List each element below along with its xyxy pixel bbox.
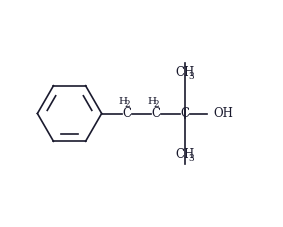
Text: H: H: [147, 97, 156, 106]
Text: OH: OH: [213, 107, 233, 120]
Text: C: C: [180, 107, 189, 120]
Text: CH: CH: [175, 66, 194, 79]
Text: 3: 3: [188, 153, 194, 163]
Text: C: C: [123, 107, 132, 120]
Text: H: H: [119, 97, 128, 106]
Text: 2: 2: [125, 100, 130, 109]
Text: 3: 3: [188, 72, 194, 81]
Text: 2: 2: [153, 100, 159, 109]
Text: C: C: [151, 107, 160, 120]
Text: CH: CH: [175, 148, 194, 161]
